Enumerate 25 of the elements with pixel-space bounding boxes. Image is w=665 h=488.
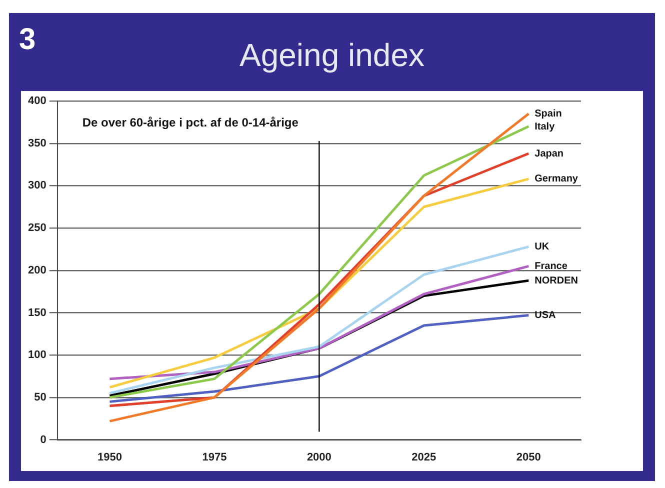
text: 3 <box>19 23 36 57</box>
x-tick-label: 2050 <box>516 451 541 464</box>
series-label: Japan <box>534 148 564 160</box>
series-label: NORDEN <box>534 275 578 286</box>
x-tick-label: 2000 <box>306 451 332 464</box>
y-tick-label: 300 <box>28 180 46 192</box>
text: De over 60-årige i pct. af de 0-14-årige <box>82 115 299 130</box>
y-tick-label: 250 <box>28 222 46 234</box>
series-label: USA <box>534 310 556 322</box>
x-tick-label: 1950 <box>97 451 122 464</box>
y-tick-label: 350 <box>28 137 46 150</box>
y-tick-label: 0 <box>40 434 46 446</box>
x-tick-label: 2025 <box>412 451 436 464</box>
y-tick-label: 100 <box>28 349 46 362</box>
chart-title: Ageing index <box>239 37 425 73</box>
x-tick-label: 1975 <box>202 451 227 464</box>
y-tick-label: 400 <box>28 95 46 108</box>
series-label: France <box>534 260 568 272</box>
series-label: UK <box>534 241 550 252</box>
y-tick-label: 50 <box>34 391 46 404</box>
y-tick-label: 150 <box>28 306 46 319</box>
series-label: Spain <box>534 108 562 120</box>
y-tick-label: 200 <box>28 264 46 276</box>
series-label: Italy <box>534 121 556 132</box>
series-label: Germany <box>534 174 578 185</box>
